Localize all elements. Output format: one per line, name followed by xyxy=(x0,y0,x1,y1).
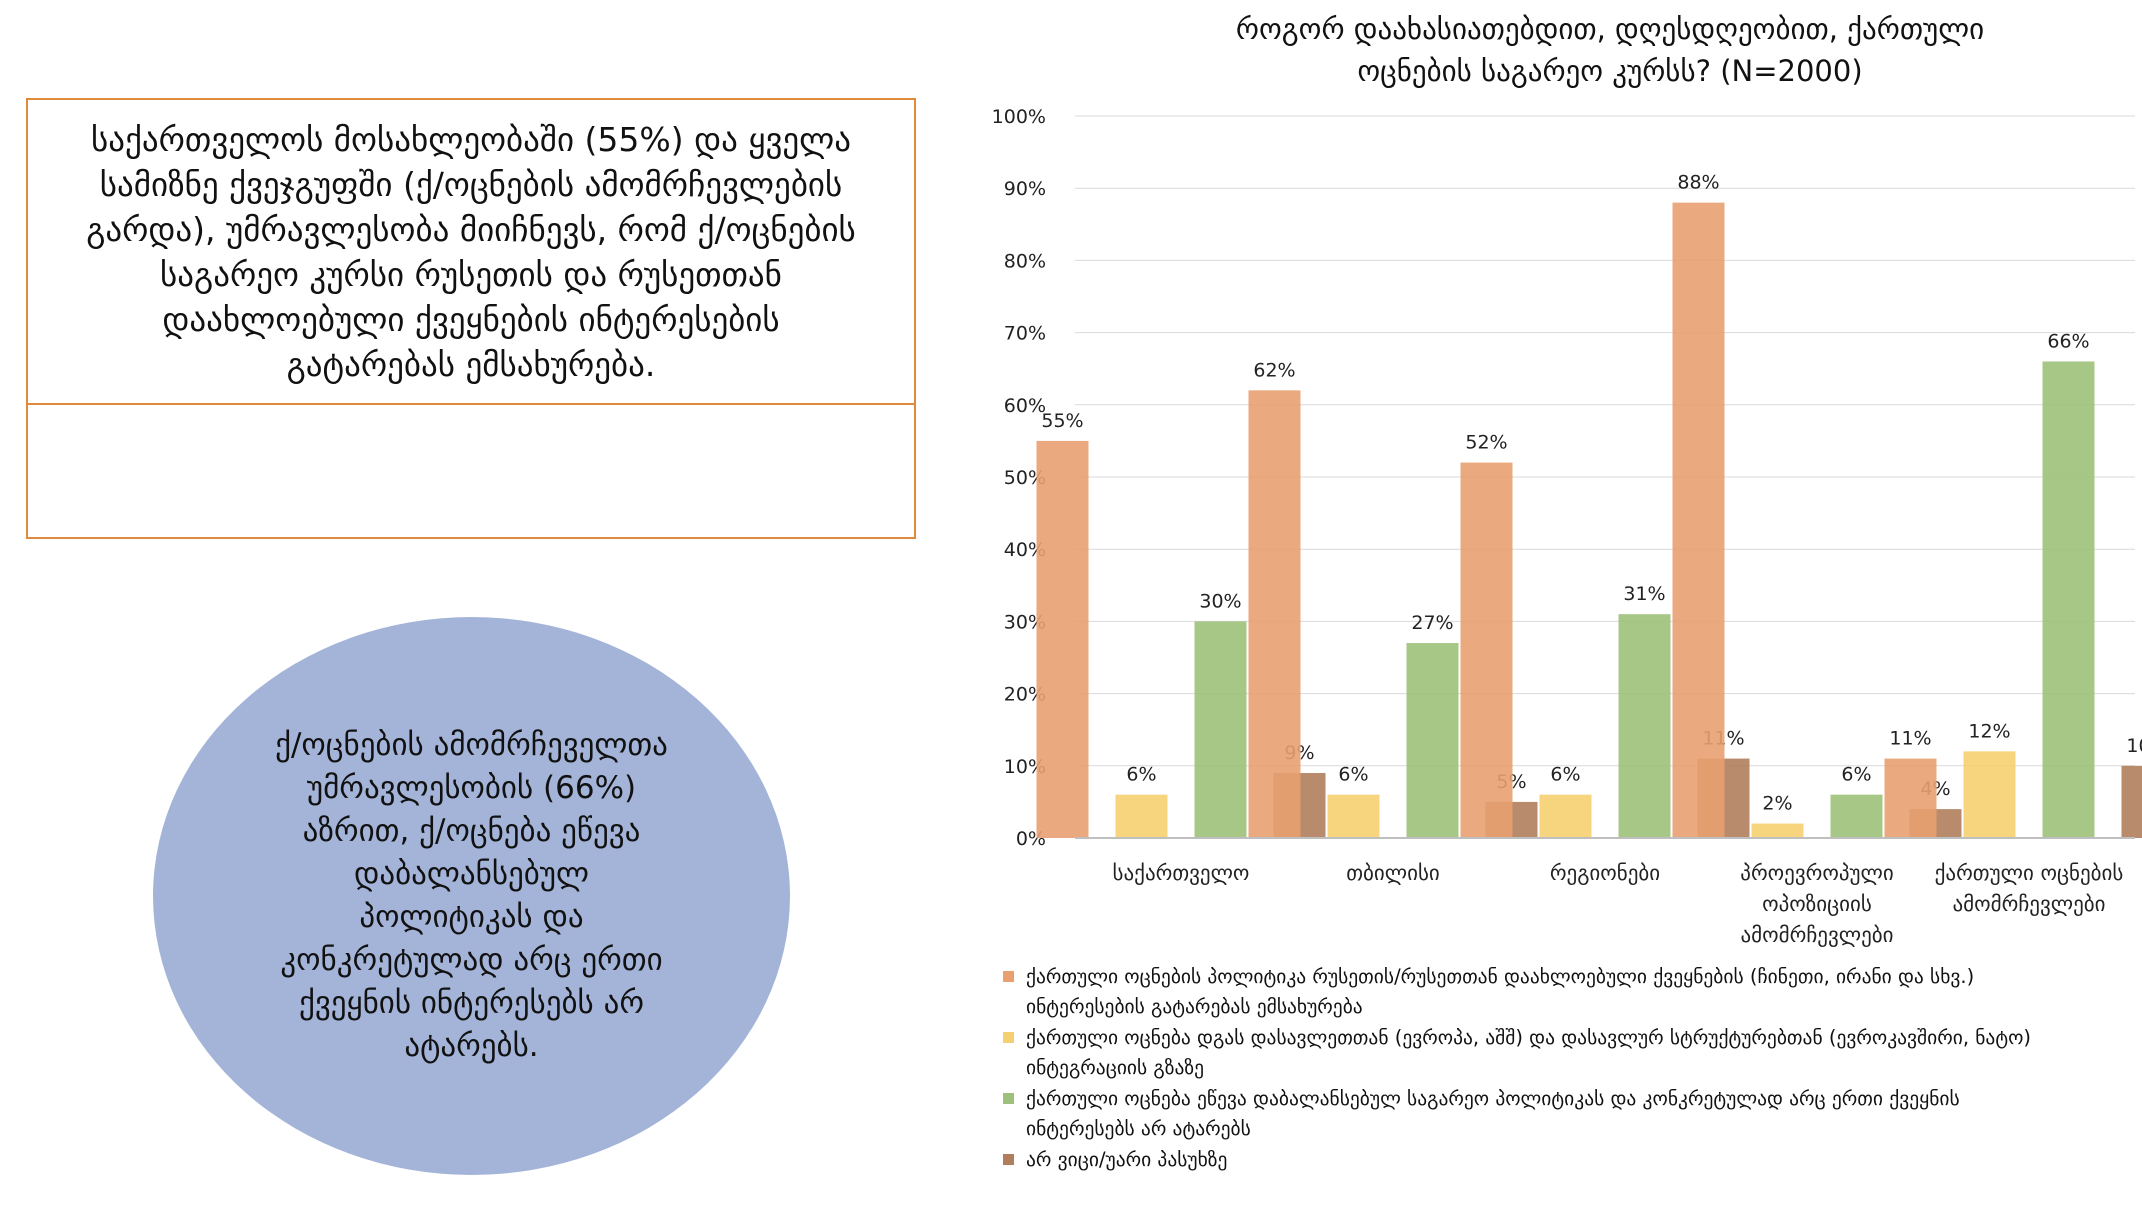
x-category-label: ამომრჩევლები xyxy=(1741,923,1894,947)
data-label: 6% xyxy=(1126,764,1156,786)
summary-line: გარდა), უმრავლესობა მიიჩნევს, რომ ქ/ოცნე… xyxy=(86,209,856,249)
legend-item: ქართული ოცნების პოლიტიკა რუსეთის/რუსეთთა… xyxy=(1003,962,2133,1022)
bar xyxy=(1618,614,1671,838)
data-label: 6% xyxy=(1841,764,1871,786)
data-label: 12% xyxy=(1968,720,2010,742)
x-category-label: ამომრჩევლები xyxy=(1953,892,2106,916)
summary-line: გატარებას ემსახურება. xyxy=(286,344,656,384)
bar xyxy=(1406,643,1459,838)
legend-swatch xyxy=(1003,971,1014,982)
bar xyxy=(1115,794,1168,838)
bar xyxy=(1194,621,1247,838)
data-label: 55% xyxy=(1041,410,1083,432)
y-tick-label: 100% xyxy=(992,106,1046,128)
chart-title: როგორ დაახასიათებდით, დღესდღეობით, ქართუ… xyxy=(1100,8,2120,92)
bar xyxy=(1327,794,1380,838)
data-label: 2% xyxy=(1762,793,1792,815)
data-label: 88% xyxy=(1677,172,1719,194)
legend-item: ქართული ოცნება დგას დასავლეთთან (ევროპა,… xyxy=(1003,1023,2133,1083)
x-category-label: პროევროპული xyxy=(1740,861,1893,885)
data-label: 11% xyxy=(1889,728,1931,750)
chart-title-line: როგორ დაახასიათებდით, დღესდღეობით, ქართუ… xyxy=(1235,12,1985,46)
y-tick-label: 10% xyxy=(1004,756,1046,778)
summary-line: დაახლოებული ქვეყნების ინტერესების xyxy=(162,299,780,339)
legend-item: არ ვიცი/უარი პასუხზე xyxy=(1003,1145,2133,1175)
bar xyxy=(1539,794,1592,838)
legend-label-line: ინტეგრაციის გზაზე xyxy=(1026,1056,1205,1079)
legend-label-line: არ ვიცი/უარი პასუხზე xyxy=(1026,1148,1228,1171)
callout-line: ქვეყნის ინტერესებს არ xyxy=(299,985,644,1021)
y-tick-label: 50% xyxy=(1004,467,1046,489)
bar-chart: 0%10%20%30%40%50%60%70%80%90%100%55%6%30… xyxy=(992,106,2142,947)
callout-line: დაბალანსებულ xyxy=(354,856,589,892)
bar xyxy=(1460,462,1513,838)
bar xyxy=(1248,390,1301,838)
bar xyxy=(2042,361,2095,838)
bar xyxy=(1751,823,1804,838)
legend-label: არ ვიცი/უარი პასუხზე xyxy=(1026,1145,1227,1175)
y-tick-label: 90% xyxy=(1004,178,1046,200)
legend-label-line: ინტერესებს არ ატარებს xyxy=(1026,1117,1251,1140)
x-category-label: თბილისი xyxy=(1346,861,1440,885)
legend-label: ქართული ოცნება ეწევა დაბალანსებულ საგარე… xyxy=(1026,1084,1960,1144)
bar xyxy=(1672,202,1725,838)
y-tick-label: 40% xyxy=(1004,539,1046,561)
summary-line: სამიზნე ქვეჯგუფში (ქ/ოცნების ამომრჩევლებ… xyxy=(99,164,843,204)
data-label: 27% xyxy=(1411,612,1453,634)
callout-line: ატარებს. xyxy=(404,1028,539,1064)
callout-ellipse: ქ/ოცნების ამომრჩეველთა უმრავლესობის (66%… xyxy=(153,617,790,1175)
legend-swatch xyxy=(1003,1032,1014,1043)
legend-label-line: ქართული ოცნების პოლიტიკა რუსეთის/რუსეთთა… xyxy=(1026,965,1975,988)
data-label: 52% xyxy=(1465,432,1507,454)
x-category-label: რეგიონები xyxy=(1550,861,1660,885)
legend-label: ქართული ოცნება დგას დასავლეთთან (ევროპა,… xyxy=(1026,1023,2031,1083)
y-tick-label: 60% xyxy=(1004,395,1046,417)
legend-swatch xyxy=(1003,1093,1014,1104)
data-label: 31% xyxy=(1623,583,1665,605)
legend-label-line: ქართული ოცნება დგას დასავლეთთან (ევროპა,… xyxy=(1026,1026,2032,1049)
summary-line: საგარეო კურსი რუსეთის და რუსეთთან xyxy=(160,254,782,294)
callout-line: აზრით, ქ/ოცნება ეწევა xyxy=(302,813,641,849)
bar xyxy=(2121,765,2142,838)
legend-label-line: ინტერესების გატარებას ემსახურება xyxy=(1026,995,1363,1018)
y-tick-label: 80% xyxy=(1004,250,1046,272)
x-category-label: ქართული ოცნების xyxy=(1935,861,2124,885)
legend-label-line: ქართული ოცნება ეწევა დაბალანსებულ საგარე… xyxy=(1026,1087,1960,1110)
x-category-label: საქართველო xyxy=(1113,861,1250,885)
x-category-label: ოპოზიციის xyxy=(1762,892,1872,916)
summary-text: საქართველოს მოსახლეობაში (55%) და ყველა … xyxy=(86,117,856,387)
data-label: 62% xyxy=(1253,359,1295,381)
legend-label: ქართული ოცნების პოლიტიკა რუსეთის/რუსეთთა… xyxy=(1026,962,1974,1022)
summary-text-box: საქართველოს მოსახლეობაში (55%) და ყველა … xyxy=(26,98,916,539)
legend-swatch xyxy=(1003,1154,1014,1165)
data-label: 6% xyxy=(1338,764,1368,786)
callout-text: ქ/ოცნების ამომრჩეველთა უმრავლესობის (66%… xyxy=(257,724,687,1068)
y-tick-label: 70% xyxy=(1004,323,1046,345)
callout-line: კონკრეტულად არც ერთი xyxy=(280,942,663,978)
bar xyxy=(1963,751,2016,838)
summary-line: საქართველოს მოსახლეობაში (55%) და ყველა xyxy=(90,119,852,159)
chart-legend: ქართული ოცნების პოლიტიკა რუსეთის/რუსეთთა… xyxy=(1003,962,2133,1176)
data-label: 10% xyxy=(2126,735,2142,757)
y-tick-label: 30% xyxy=(1004,611,1046,633)
y-tick-label: 20% xyxy=(1004,684,1046,706)
bar xyxy=(1884,758,1937,838)
bar xyxy=(1830,794,1883,838)
callout-line: უმრავლესობის (66%) xyxy=(306,770,637,806)
data-label: 66% xyxy=(2047,330,2089,352)
callout-line: პოლიტიკას და xyxy=(359,899,584,935)
legend-item: ქართული ოცნება ეწევა დაბალანსებულ საგარე… xyxy=(1003,1084,2133,1144)
summary-text-area: საქართველოს მოსახლეობაში (55%) და ყველა … xyxy=(28,100,914,405)
callout-line: ქ/ოცნების ამომრჩეველთა xyxy=(275,727,668,763)
bar xyxy=(1036,440,1089,838)
data-label: 6% xyxy=(1550,764,1580,786)
data-label: 30% xyxy=(1199,590,1241,612)
chart-title-line: ოცნების საგარეო კურსს? (N=2000) xyxy=(1357,54,1863,88)
